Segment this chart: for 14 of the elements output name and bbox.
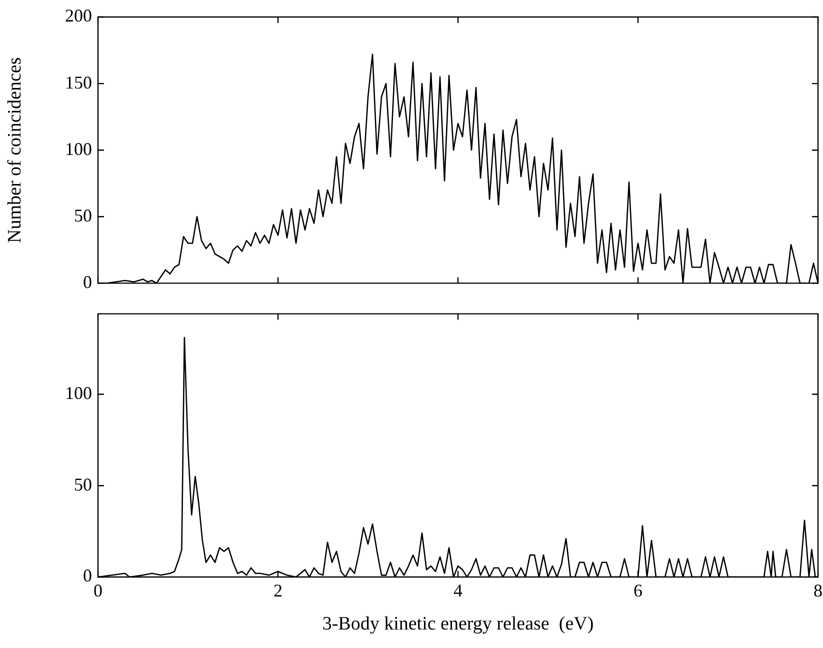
y-tick-label: 150 [65,72,92,92]
y-axis-title: Number of coincidences [4,57,26,243]
y-tick-label: 100 [65,138,92,159]
y-tick-label: 200 [65,6,92,26]
x-tick-label: 6 [634,580,642,601]
y-tick-label: 0 [83,566,92,586]
y-tick-label: 100 [65,382,92,403]
x-tick-label: 4 [454,580,462,601]
y-tick-label: 50 [74,474,92,494]
x-tick-label: 2 [274,580,282,601]
y-tick-label: 50 [74,205,92,226]
x-tick-label: 8 [814,580,822,601]
y-tick-label: 0 [83,272,92,292]
x-axis-title: 3-Body kinetic energy release (eV) [322,614,594,635]
